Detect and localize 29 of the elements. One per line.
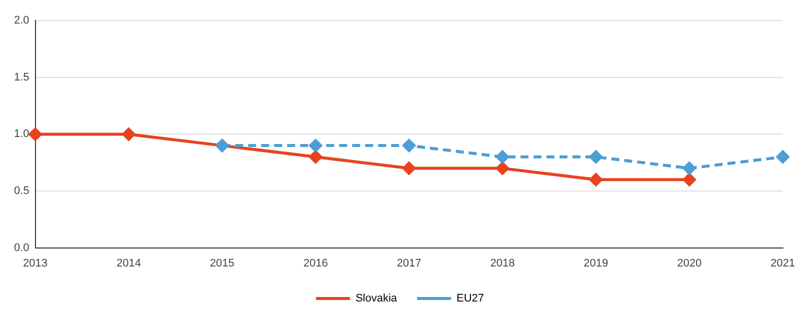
y-tick-label: 0.0: [14, 242, 30, 254]
point: [28, 128, 42, 141]
point: [776, 150, 790, 164]
point: [496, 150, 509, 164]
x-tick-label: 2018: [490, 257, 515, 270]
x-tick-label: 2019: [584, 257, 608, 270]
point: [122, 128, 136, 141]
point: [682, 162, 696, 175]
y-tick-label: 0.5: [14, 185, 30, 198]
y-tick-label: 1.5: [14, 71, 30, 84]
point: [402, 139, 416, 152]
point: [496, 162, 509, 175]
x-tick-label: 2013: [23, 257, 48, 270]
x-tick-label: 2015: [210, 257, 234, 270]
legend-label: EU27: [456, 292, 484, 305]
x-tick-label: 2021: [770, 257, 796, 270]
legend-label: Slovakia: [355, 292, 398, 305]
x-tick-label: 2016: [303, 257, 328, 270]
point: [309, 150, 322, 164]
y-tick-label: 2.0: [14, 14, 30, 27]
x-tick-label: 2020: [677, 257, 702, 270]
point: [589, 150, 602, 164]
y-tick-label: 1.0: [14, 128, 30, 140]
point: [402, 162, 416, 175]
x-tick-label: 2014: [116, 257, 141, 270]
x-tick-label: 2017: [396, 257, 422, 270]
point: [682, 173, 696, 186]
point: [589, 173, 602, 186]
point: [309, 139, 322, 152]
